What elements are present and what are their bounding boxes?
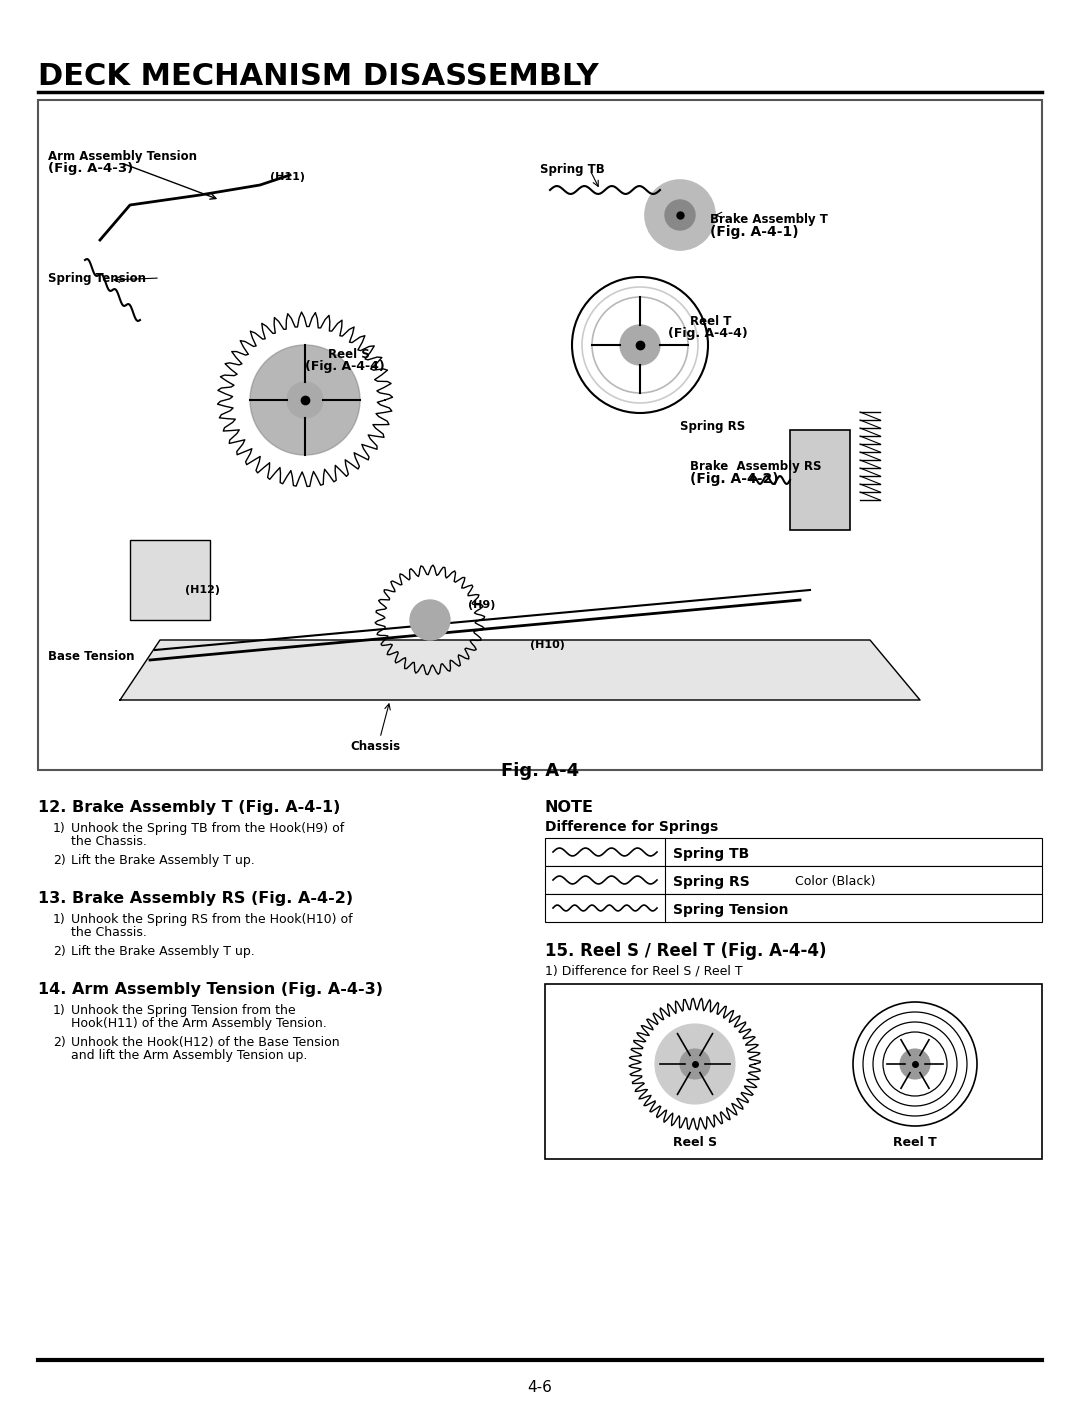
Text: 2): 2) (53, 854, 66, 867)
Text: (Fig. A-4-4): (Fig. A-4-4) (305, 360, 384, 372)
Text: 12. Brake Assembly T (Fig. A-4-1): 12. Brake Assembly T (Fig. A-4-1) (38, 799, 340, 815)
Text: Unhook the Spring TB from the Hook(H9) of: Unhook the Spring TB from the Hook(H9) o… (71, 822, 345, 835)
Text: Unhook the Spring Tension from the: Unhook the Spring Tension from the (71, 1005, 296, 1017)
Text: Spring Tension: Spring Tension (48, 273, 146, 285)
Text: 1): 1) (53, 822, 66, 835)
Text: (Fig. A-4-4): (Fig. A-4-4) (669, 327, 747, 340)
Text: Base Tension: Base Tension (48, 651, 135, 663)
Text: Hook(H11) of the Arm Assembly Tension.: Hook(H11) of the Arm Assembly Tension. (71, 1017, 327, 1030)
Bar (545, 894, 1042, 922)
Text: Reel S: Reel S (673, 1137, 717, 1149)
Circle shape (654, 1024, 735, 1104)
Text: 2): 2) (53, 1035, 66, 1050)
Circle shape (249, 346, 360, 455)
Bar (545, 865, 1042, 894)
Circle shape (645, 180, 715, 250)
Text: 4-6: 4-6 (527, 1380, 553, 1395)
Text: (H12): (H12) (185, 584, 220, 594)
Text: (H9): (H9) (468, 600, 496, 610)
Circle shape (410, 600, 450, 641)
Text: Brake  Assembly RS: Brake Assembly RS (690, 459, 822, 473)
Text: NOTE: NOTE (545, 799, 594, 815)
Text: Color (Black): Color (Black) (795, 875, 876, 888)
Text: the Chassis.: the Chassis. (71, 835, 147, 849)
Circle shape (680, 1050, 710, 1079)
Text: (H10): (H10) (530, 641, 565, 651)
Text: Lift the Brake Assembly T up.: Lift the Brake Assembly T up. (71, 946, 255, 958)
Text: 14. Arm Assembly Tension (Fig. A-4-3): 14. Arm Assembly Tension (Fig. A-4-3) (38, 982, 383, 998)
Bar (130, 540, 210, 620)
Text: 15. Reel S / Reel T (Fig. A-4-4): 15. Reel S / Reel T (Fig. A-4-4) (545, 941, 826, 960)
Text: Reel T: Reel T (893, 1137, 936, 1149)
Text: Brake Assembly T: Brake Assembly T (710, 214, 828, 226)
Text: 1): 1) (53, 913, 66, 926)
Text: Spring RS: Spring RS (680, 420, 745, 433)
Bar (545, 837, 1042, 865)
Circle shape (900, 1050, 930, 1079)
Circle shape (665, 200, 696, 230)
Bar (545, 983, 1042, 1159)
Text: the Chassis.: the Chassis. (71, 926, 147, 939)
Text: 2): 2) (53, 946, 66, 958)
Circle shape (620, 325, 660, 365)
Text: 1) Difference for Reel S / Reel T: 1) Difference for Reel S / Reel T (545, 964, 743, 976)
Text: Arm Assembly Tension: Arm Assembly Tension (48, 150, 197, 163)
Text: Unhook the Hook(H12) of the Base Tension: Unhook the Hook(H12) of the Base Tension (71, 1035, 339, 1050)
Text: Spring TB: Spring TB (673, 847, 750, 861)
Text: Chassis: Chassis (350, 740, 400, 753)
Text: Fig. A-4: Fig. A-4 (501, 762, 579, 780)
Text: Spring RS: Spring RS (673, 875, 750, 889)
Bar (38, 100, 1042, 770)
Text: Spring Tension: Spring Tension (673, 903, 788, 917)
Text: (Fig. A-4-2): (Fig. A-4-2) (690, 472, 779, 486)
Text: 13. Brake Assembly RS (Fig. A-4-2): 13. Brake Assembly RS (Fig. A-4-2) (38, 891, 353, 906)
Text: (Fig. A-4-3): (Fig. A-4-3) (48, 162, 133, 176)
Text: Difference for Springs: Difference for Springs (545, 821, 718, 835)
Text: Reel S: Reel S (328, 348, 369, 361)
Text: DECK MECHANISM DISASSEMBLY: DECK MECHANISM DISASSEMBLY (38, 62, 598, 91)
Text: 1): 1) (53, 1005, 66, 1017)
Text: Lift the Brake Assembly T up.: Lift the Brake Assembly T up. (71, 854, 255, 867)
Text: Spring TB: Spring TB (540, 163, 605, 176)
Text: (Fig. A-4-1): (Fig. A-4-1) (710, 225, 798, 239)
Text: Reel T: Reel T (690, 315, 731, 327)
Polygon shape (120, 641, 920, 700)
Text: (H11): (H11) (270, 171, 305, 183)
Bar (789, 430, 850, 530)
Text: and lift the Arm Assembly Tension up.: and lift the Arm Assembly Tension up. (71, 1050, 308, 1062)
Text: Unhook the Spring RS from the Hook(H10) of: Unhook the Spring RS from the Hook(H10) … (71, 913, 353, 926)
Circle shape (287, 382, 323, 419)
